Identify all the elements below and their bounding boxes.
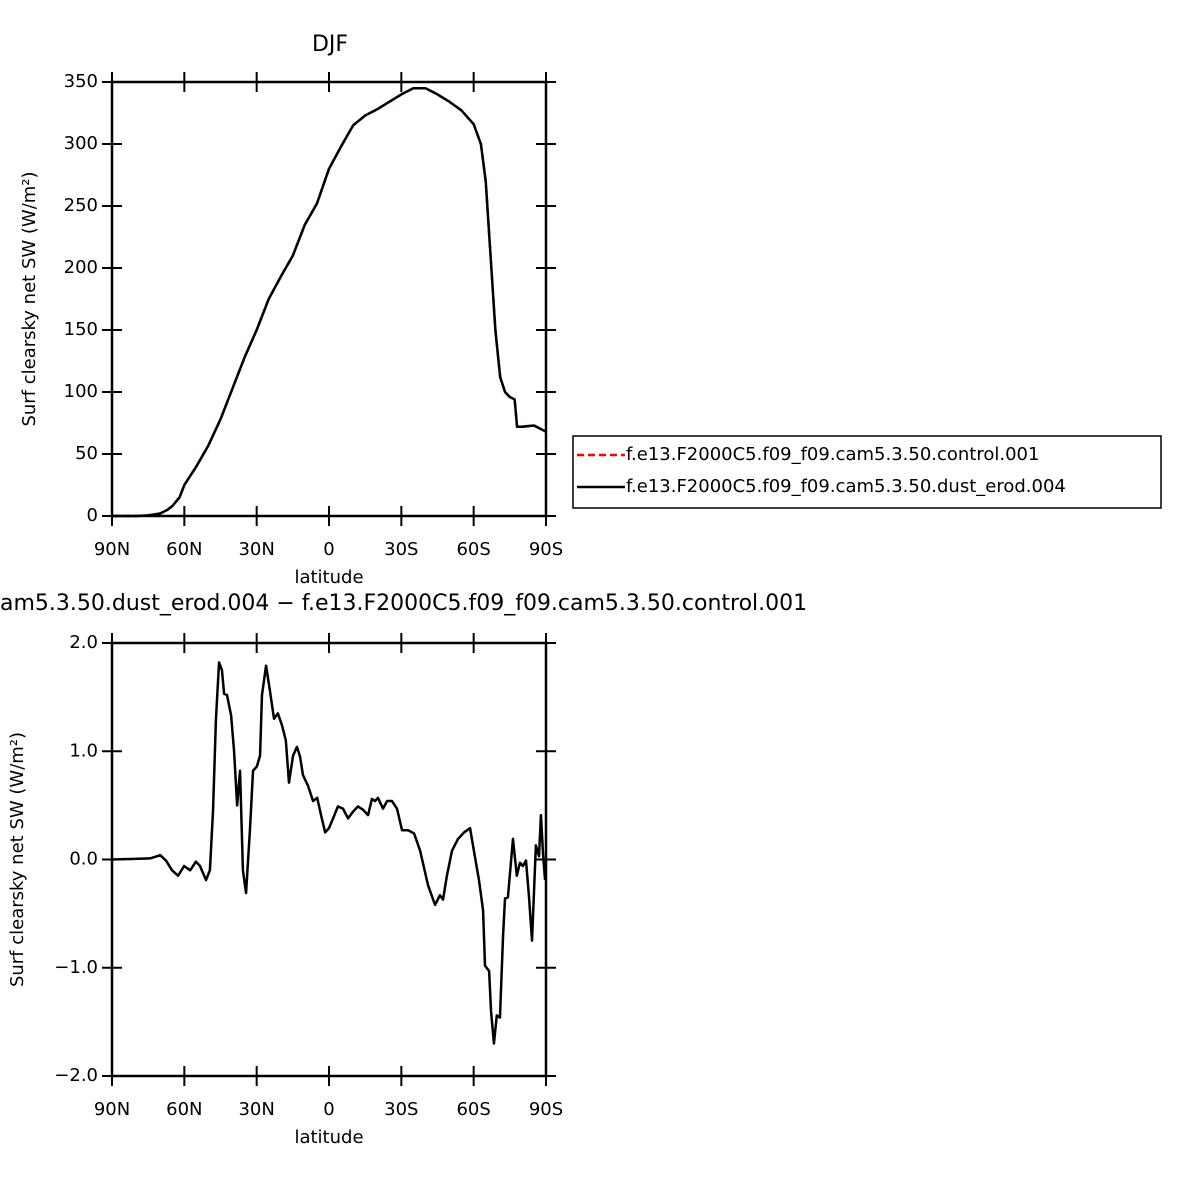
y-tick-label: 200	[64, 257, 98, 278]
plot-frame	[110, 80, 548, 518]
y-tick-label: 300	[64, 133, 98, 154]
y-tick-label: 0.0	[69, 849, 98, 870]
y-tick-label: −1.0	[54, 957, 98, 978]
y-tick-label: 0	[87, 505, 98, 526]
x-tick-label: 90S	[529, 1099, 563, 1120]
legend-label: f.e13.F2000C5.f09_f09.cam5.3.50.control.…	[626, 444, 1039, 465]
y-tick-label: 1.0	[69, 740, 98, 761]
x-tick-label: 60S	[456, 1099, 490, 1120]
y-tick-label: 350	[64, 71, 98, 92]
x-tick-label: 30N	[238, 1099, 274, 1120]
plot-frame	[110, 641, 548, 1078]
chart-title: DJF	[312, 32, 348, 57]
x-tick-label: 90N	[94, 539, 130, 560]
y-tick-label: 2.0	[69, 632, 98, 653]
x-axis-label: latitude	[294, 567, 363, 588]
y-axis-label: Surf clearsky net SW (W/m²)	[19, 171, 40, 426]
x-tick-label: 30N	[238, 539, 274, 560]
x-tick-label: 60N	[166, 1099, 202, 1120]
x-tick-label: 60S	[456, 539, 490, 560]
x-tick-label: 30S	[384, 539, 418, 560]
x-tick-label: 0	[323, 1099, 334, 1120]
x-tick-label: 90S	[529, 539, 563, 560]
legend-box	[572, 435, 1162, 509]
data-line	[111, 661, 547, 1045]
y-tick-label: 50	[75, 443, 98, 464]
legend-label: f.e13.F2000C5.f09_f09.cam5.3.50.dust_ero…	[626, 476, 1066, 497]
x-tick-label: 90N	[94, 1099, 130, 1120]
chart-title: am5.3.50.dust_erod.004 − f.e13.F2000C5.f…	[0, 591, 807, 616]
y-axis-label: Surf clearsky net SW (W/m²)	[7, 732, 28, 987]
y-tick-label: 250	[64, 195, 98, 216]
x-tick-label: 60N	[166, 539, 202, 560]
data-line	[112, 86, 547, 518]
y-tick-label: −2.0	[54, 1065, 98, 1086]
x-tick-label: 30S	[384, 1099, 418, 1120]
y-tick-label: 100	[64, 381, 98, 402]
y-tick-label: 150	[64, 319, 98, 340]
x-tick-label: 0	[323, 539, 334, 560]
x-axis-label: latitude	[294, 1127, 363, 1148]
